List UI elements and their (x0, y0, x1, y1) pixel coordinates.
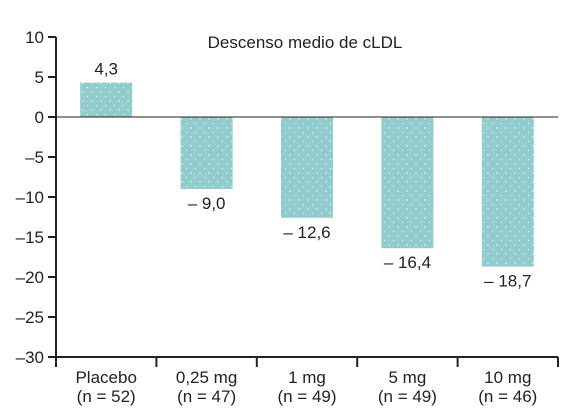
data-label: – 12,6 (283, 223, 330, 242)
y-tick-label: –30 (16, 348, 44, 367)
bar-3 (281, 117, 333, 218)
x-category-sublabel: (n = 49) (378, 387, 437, 406)
data-label: – 9,0 (188, 194, 226, 213)
data-label: 4,3 (94, 60, 118, 79)
bar-1 (80, 82, 133, 117)
y-tick-label: –20 (16, 268, 44, 287)
y-tick-label: 5 (35, 68, 44, 87)
bar-4 (381, 117, 434, 249)
chart-title: Descenso medio de cLDL (208, 33, 403, 52)
x-category-sublabel: (n = 47) (177, 387, 236, 406)
x-axis: Placebo(n = 52)0,25 mg(n = 47)1 mg(n = 4… (55, 356, 559, 406)
x-category-sublabel: (n = 52) (77, 387, 136, 406)
bar-2 (180, 117, 233, 189)
x-category-label: 0,25 mg (176, 368, 237, 387)
y-axis: 10 5 0 –5 –10 –15 –20 –25 –30 (16, 28, 558, 367)
x-category-label: Placebo (75, 368, 136, 387)
x-category-label: 5 mg (389, 368, 427, 387)
bars-group (80, 82, 534, 267)
x-category-label: 1 mg (288, 368, 326, 387)
y-tick-label: –5 (25, 148, 44, 167)
x-category-sublabel: (n = 49) (277, 387, 336, 406)
data-label: – 16,4 (384, 253, 431, 272)
y-tick-label: –10 (16, 188, 44, 207)
y-tick-label: 10 (25, 28, 44, 47)
y-tick-label: 0 (35, 108, 44, 127)
x-category-label: 10 mg (484, 368, 531, 387)
data-labels-group: 4,3 – 9,0 – 12,6 – 16,4 – 18,7 (94, 60, 531, 291)
bar-5 (481, 117, 534, 267)
y-tick-label: –25 (16, 308, 44, 327)
y-tick-label: –15 (16, 228, 44, 247)
data-label: – 18,7 (484, 272, 531, 291)
x-category-sublabel: (n = 46) (478, 387, 537, 406)
